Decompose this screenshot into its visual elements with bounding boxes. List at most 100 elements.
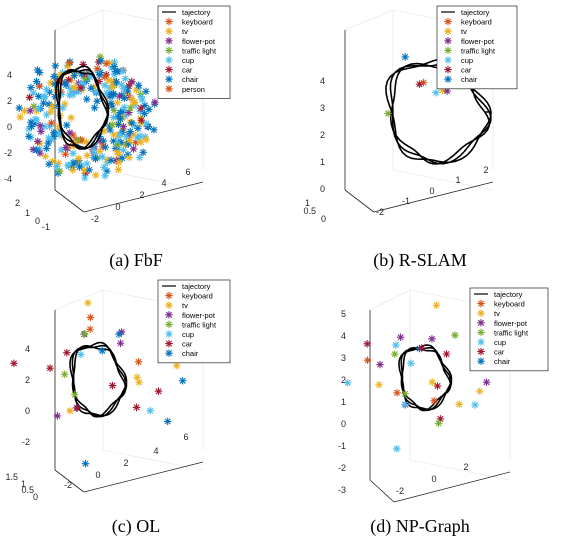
point-b-0 [401, 53, 410, 61]
cloud-point [108, 120, 117, 129]
extra-point-d-0 [396, 333, 405, 342]
cloud-point [70, 71, 79, 80]
ztick-d-1: 4 [341, 331, 346, 341]
legend-b-swatch-6 [444, 65, 452, 74]
cloud-point [51, 61, 60, 70]
cloud-point [25, 93, 34, 102]
cloud-point [142, 119, 151, 128]
point-b-2 [415, 80, 424, 89]
caption-c: (c) OL [112, 516, 160, 537]
extra-point-d-7 [390, 350, 399, 359]
ytick-b-2: 0 [321, 214, 326, 224]
extra-point-d-10 [392, 341, 400, 349]
caption-d: (d) NP-Graph [370, 516, 469, 537]
cloud-point [20, 107, 29, 115]
extra-point-c-19 [80, 329, 89, 338]
cloud-point [127, 78, 136, 86]
legend-a-label-6: car [182, 66, 193, 75]
cloud-point [134, 124, 142, 133]
xtick-b-0: -2 [376, 207, 384, 217]
cloud-point [89, 146, 98, 155]
ytick-a-3: -1 [42, 222, 50, 232]
cloud-point [127, 119, 136, 127]
point-d-4 [430, 396, 438, 405]
cloud-point [47, 107, 55, 116]
point-a-6 [151, 98, 159, 107]
point-a-9 [77, 84, 85, 92]
cloud-point [137, 104, 145, 112]
cloud-point [137, 116, 146, 125]
ytick-b-0: 1 [305, 198, 310, 208]
legend-d-swatch-1 [477, 299, 485, 308]
legend-b-label-5: cup [461, 56, 473, 65]
cloud-point [75, 163, 84, 171]
legend-c-label-2: tv [182, 301, 188, 310]
point-a-3 [67, 113, 75, 122]
cloud-point [109, 130, 118, 139]
cloud-point [66, 128, 74, 137]
cloud-point [110, 62, 118, 71]
cloud-point [74, 154, 83, 163]
xtick-c-2: 2 [123, 458, 128, 468]
panel-d: 5 4 3 2 1 0 -1 -2 -3 -2 0 2 tajectorykeyboardtvflowe… [338, 287, 549, 537]
legend-b-swatch-1 [444, 17, 452, 26]
extra-point-c-18 [62, 348, 71, 357]
cloud-point [142, 87, 150, 96]
legend-c-swatch-2 [165, 301, 173, 310]
cloud-point [91, 154, 100, 163]
cloud-point [56, 129, 65, 138]
legend-d-swatch-4 [477, 328, 485, 337]
cloud-point [150, 125, 158, 134]
cloud-point [133, 134, 142, 142]
legend-b-swatch-5 [444, 56, 452, 64]
cloud-point [114, 112, 122, 121]
cloud-point [80, 174, 89, 182]
cloud-point [45, 160, 53, 168]
cloud-point [113, 148, 122, 156]
cloud-point [37, 127, 45, 136]
cloud-point [32, 146, 41, 155]
ytick-c-2: 0.5 [21, 485, 34, 495]
legend-c-label-0: tajectory [182, 282, 211, 291]
cloud-point [15, 104, 24, 112]
point-a-8 [112, 77, 121, 86]
ztick-a-1: 2 [7, 96, 12, 106]
ztick-c-2: 0 [25, 406, 30, 416]
extra-point-c-2 [135, 378, 143, 387]
cloud-point [42, 144, 51, 153]
legend-a-label-0: tajectory [182, 8, 211, 17]
cloud-point [32, 77, 41, 86]
cloud-point [68, 166, 77, 174]
cloud-point [102, 59, 110, 68]
xtick-b-2: 0 [429, 186, 434, 196]
cloud-point [107, 99, 115, 108]
cloud-point [27, 83, 35, 92]
cloud-point [52, 162, 61, 171]
legend-b-label-1: keyboard [461, 18, 492, 27]
cloud-point [132, 86, 141, 94]
extra-point-d-17 [375, 380, 383, 389]
point-c-6 [108, 381, 117, 390]
cloud-point [101, 171, 109, 180]
legend-a-swatch-8 [165, 84, 173, 93]
point-d-7 [392, 444, 401, 453]
cloud-point [62, 121, 71, 130]
legend-d-swatch-5 [477, 338, 485, 346]
cloud-point [85, 166, 94, 174]
cloud-point [120, 103, 129, 112]
cloud-point [95, 71, 104, 79]
cloud-point [33, 137, 42, 146]
cloud-point [126, 104, 135, 112]
extra-point-d-6 [475, 387, 484, 396]
trajectory-d [398, 344, 453, 412]
cloud-point [83, 151, 92, 160]
cloud-point [93, 64, 102, 73]
cloud-point [41, 122, 49, 131]
point-d-6 [433, 382, 442, 390]
legend-b-swatch-4 [444, 46, 452, 55]
cloud-point [115, 158, 123, 167]
cloud-point [41, 152, 50, 161]
cloud-point [42, 85, 51, 94]
xtick-a-0: -2 [91, 214, 99, 224]
